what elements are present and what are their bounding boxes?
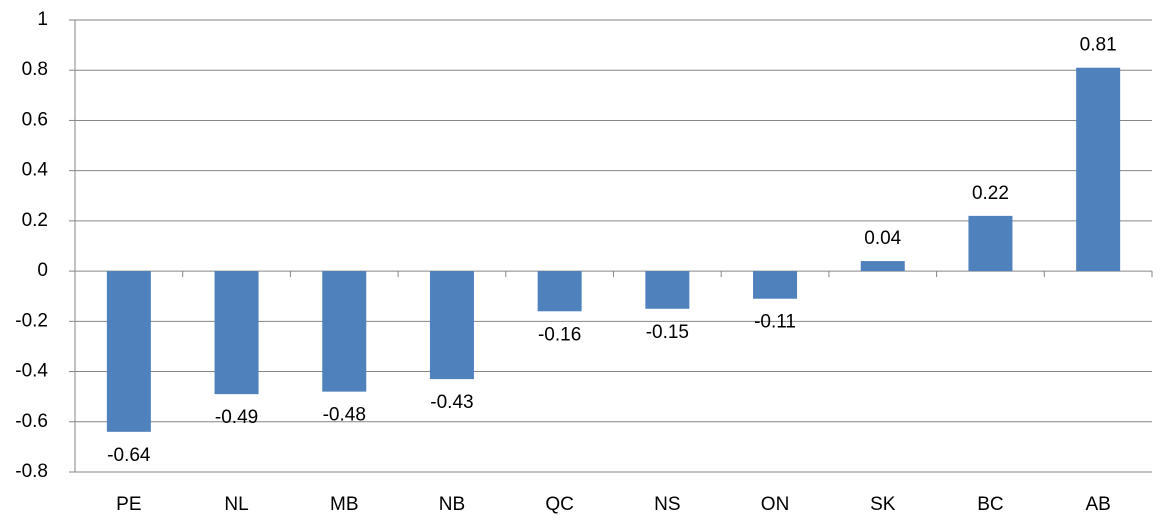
bar	[645, 271, 690, 309]
data-label: 0.81	[1080, 35, 1117, 56]
bar	[322, 271, 367, 392]
x-tick-label: PE	[116, 494, 141, 515]
x-tick-label: NB	[439, 494, 465, 515]
bar	[968, 215, 1013, 272]
bar	[1076, 67, 1121, 272]
data-label: -0.49	[215, 407, 258, 428]
y-tick-label: -0.8	[15, 461, 48, 482]
bar	[214, 271, 259, 395]
bar	[860, 261, 905, 272]
bar	[537, 271, 582, 312]
bar	[753, 271, 798, 299]
x-tick-label: NL	[224, 494, 248, 515]
data-label: -0.15	[646, 322, 689, 343]
y-tick-label: -0.6	[15, 411, 48, 432]
x-tick-label: AB	[1085, 494, 1110, 515]
data-label: -0.11	[754, 312, 796, 333]
y-tick-label: -0.2	[15, 310, 48, 331]
data-label: -0.16	[538, 324, 581, 345]
y-tick-label: 0.8	[22, 59, 48, 80]
y-tick-label: 0.4	[22, 160, 49, 181]
x-tick-label: MB	[330, 494, 359, 515]
x-tick-label: SK	[870, 494, 896, 515]
data-label: -0.48	[323, 405, 366, 426]
y-tick-label: 0.6	[22, 109, 48, 130]
y-tick-label: 0	[37, 260, 48, 281]
data-label: 0.22	[972, 183, 1009, 204]
x-tick-label: QC	[545, 494, 574, 515]
data-label: 0.04	[864, 228, 901, 249]
bar	[106, 271, 151, 432]
y-tick-label: 0.2	[22, 210, 48, 231]
x-tick-label: BC	[977, 494, 1003, 515]
x-tick-label: ON	[761, 494, 790, 515]
x-tick-label: NS	[654, 494, 680, 515]
bar	[429, 271, 474, 380]
y-tick-label: 1	[37, 9, 48, 30]
y-tick-label: -0.4	[15, 361, 48, 382]
data-label: -0.64	[107, 445, 151, 466]
data-label: -0.43	[430, 392, 473, 413]
